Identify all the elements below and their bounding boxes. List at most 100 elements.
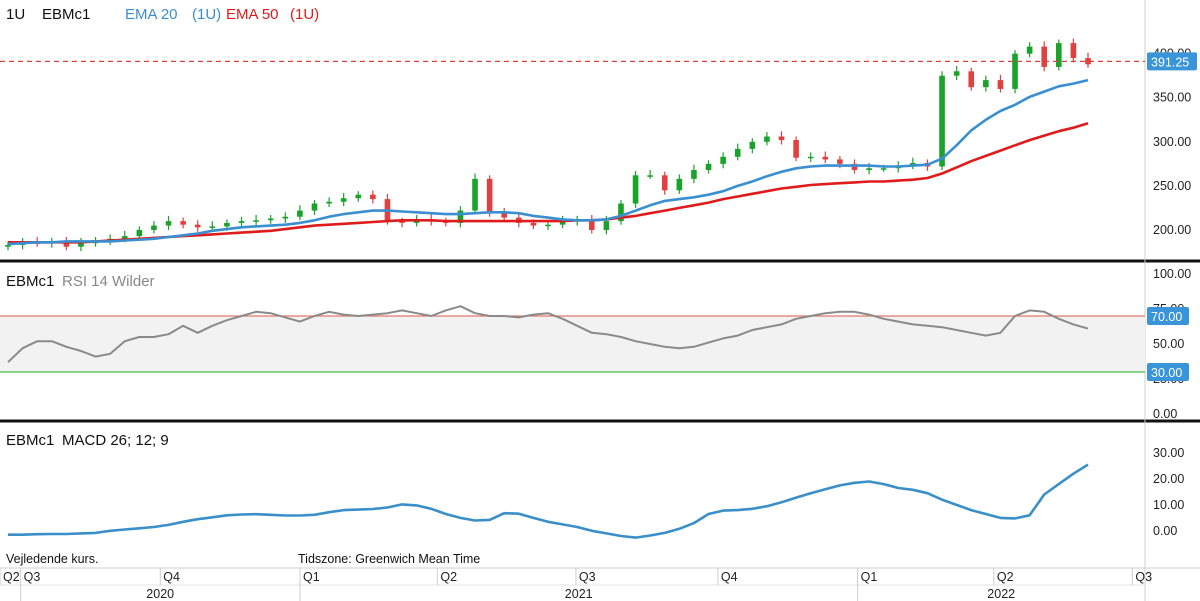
rsi-tick-label: 100.00 — [1153, 267, 1191, 281]
ema20-legend-interval: (1U) — [192, 6, 222, 23]
macd-tick-label: 30.00 — [1153, 446, 1184, 460]
indicative-price-note: Vejledende kurs. — [6, 552, 99, 566]
quarter-label: Q1 — [303, 570, 320, 584]
candle — [472, 173, 478, 215]
candle — [1070, 38, 1077, 63]
symbol-label: EBMc1 — [42, 6, 91, 23]
macd-indicator-label[interactable]: MACD 26; 12; 9 — [62, 432, 169, 449]
candle — [501, 207, 508, 222]
candle — [997, 74, 1004, 93]
candle-body — [661, 175, 668, 191]
candle — [297, 205, 303, 221]
candle-body — [311, 203, 318, 211]
candle — [282, 212, 289, 223]
year-label: 2022 — [987, 587, 1015, 601]
candle — [1085, 52, 1091, 68]
candle-body — [326, 201, 332, 204]
price-tick-label: 300.00 — [1153, 135, 1191, 149]
candle-body — [632, 175, 639, 204]
candle-body — [5, 244, 11, 247]
rsi-band — [0, 316, 1145, 372]
candle-body — [224, 222, 230, 227]
candle-body — [151, 225, 157, 230]
candle-body — [297, 210, 303, 217]
candle-body — [282, 216, 289, 219]
ema20-legend-label[interactable]: EMA 20 — [125, 6, 178, 23]
candle-body — [530, 222, 537, 226]
candle-body — [997, 80, 1004, 89]
candle-body — [939, 75, 945, 167]
candle-body — [165, 221, 172, 226]
candle — [194, 220, 201, 232]
candle — [661, 171, 668, 195]
rsi-symbol-label: EBMc1 — [6, 273, 55, 290]
candle — [253, 214, 259, 226]
price-tick-label: 350.00 — [1153, 91, 1191, 105]
candle-body — [983, 80, 989, 88]
candle-body — [253, 220, 259, 222]
macd-tick-label: 0.00 — [1153, 524, 1177, 538]
rsi-indicator-label[interactable]: RSI 14 Wilder — [62, 273, 155, 290]
candle-body — [618, 203, 624, 222]
candle — [939, 71, 945, 171]
quarter-label: Q3 — [579, 570, 596, 584]
candle — [968, 67, 975, 91]
ema20-line — [7, 78, 1089, 246]
candle-body — [603, 221, 610, 230]
quarter-label: Q1 — [861, 570, 878, 584]
candle — [1026, 42, 1033, 58]
candle-body — [267, 218, 274, 221]
candle-body — [866, 168, 872, 171]
candle — [1056, 39, 1062, 71]
quarter-label: Q2 — [3, 570, 20, 584]
candle — [618, 199, 624, 225]
candle — [63, 237, 70, 251]
candle-body — [968, 71, 975, 88]
candle-body — [822, 156, 829, 160]
interval-label[interactable]: 1U — [6, 6, 26, 23]
ema50-legend-interval: (1U) — [290, 6, 320, 23]
candle — [691, 164, 697, 184]
macd-tick-label: 20.00 — [1153, 472, 1184, 486]
quarter-label: Q4 — [163, 570, 180, 584]
ema50-legend-label[interactable]: EMA 50 — [226, 6, 279, 23]
candle-body — [340, 198, 347, 202]
rsi-level-label: 30.00 — [1151, 366, 1182, 380]
candle-body — [63, 241, 70, 247]
candle — [749, 138, 756, 154]
candle-body — [399, 221, 405, 223]
candle-body — [705, 163, 712, 171]
rsi-level-badge — [1147, 307, 1189, 325]
candle-body — [355, 194, 362, 199]
last-price-label: 391.25 — [1151, 55, 1189, 69]
candle — [632, 170, 639, 208]
macd-line — [8, 463, 1089, 539]
rsi-level-badge — [1147, 363, 1189, 381]
candle-body — [78, 243, 84, 247]
candle-body — [1012, 53, 1018, 89]
candle — [355, 191, 362, 202]
candle-body — [121, 236, 128, 239]
candle — [764, 132, 770, 146]
quarter-label: Q2 — [440, 570, 457, 584]
candle — [910, 157, 916, 170]
candle-body — [880, 168, 887, 170]
candle-body — [793, 140, 799, 158]
candle — [734, 143, 741, 161]
candle — [807, 152, 814, 163]
candle — [1012, 50, 1018, 94]
rsi-tick-label: 0.00 — [1153, 407, 1177, 421]
candle — [822, 151, 829, 163]
rsi-level-label: 70.00 — [1151, 310, 1182, 324]
candle-body — [238, 221, 245, 223]
candle-body — [691, 170, 697, 179]
candle — [326, 197, 332, 208]
rsi-line — [7, 305, 1089, 363]
candle — [720, 152, 726, 169]
quarter-label: Q3 — [24, 570, 41, 584]
candle-body — [559, 221, 566, 225]
candle-body — [734, 148, 741, 157]
candle-body — [472, 178, 478, 211]
candle-body — [486, 178, 493, 213]
